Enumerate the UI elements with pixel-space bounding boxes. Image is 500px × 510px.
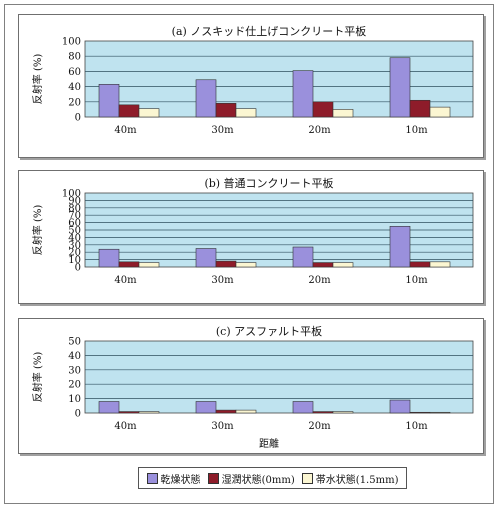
legend-swatch-dry	[146, 472, 158, 484]
bar-dry-30m	[195, 401, 217, 414]
bar-wet-40m	[118, 104, 140, 118]
x-tick-label: 10m	[405, 125, 428, 136]
bar-dry-30m	[195, 248, 217, 268]
bar-dry-30m	[195, 79, 217, 118]
bar-dry-20m	[292, 70, 314, 118]
y-tick-label: 10	[68, 255, 81, 266]
y-tick-label: 90	[68, 196, 81, 207]
x-tick-label: 10m	[405, 421, 428, 432]
bar-flooded-40m	[138, 411, 160, 414]
x-tick-label: 40m	[114, 125, 137, 136]
y-tick-label: 100	[62, 37, 81, 48]
bar-flooded-10m	[429, 261, 451, 268]
legend-label-wet: 湿潤状態(0mm)	[221, 474, 295, 486]
bar-dry-20m	[292, 401, 314, 414]
x-tick-label: 40m	[114, 275, 137, 286]
bar-wet-10m	[409, 261, 431, 268]
chart-title: (c) アスファルト平板	[216, 324, 322, 338]
bar-dry-40m	[98, 401, 120, 414]
x-tick-label: 20m	[308, 125, 331, 136]
bar-wet-30m	[215, 103, 237, 118]
y-axis-label: 反射率 (%)	[31, 54, 44, 105]
y-tick-label: 60	[68, 67, 81, 78]
y-tick-label: 30	[68, 365, 81, 376]
legend-item-wet: 湿潤状態(0mm)	[207, 471, 295, 486]
bar-flooded-10m	[429, 411, 451, 414]
bar-dry-40m	[98, 84, 120, 118]
bar-wet-20m	[312, 262, 334, 268]
bar-wet-30m	[215, 260, 237, 268]
y-tick-label: 80	[68, 52, 81, 63]
y-tick-label: 40	[68, 82, 81, 93]
bar-flooded-30m	[235, 262, 257, 268]
bar-flooded-20m	[332, 411, 354, 414]
bar-dry-20m	[292, 246, 314, 268]
y-tick-label: 0	[75, 113, 81, 124]
y-axis-label: 反射率 (%)	[31, 352, 44, 403]
chart-title: (a) ノスキッド仕上げコンクリート平板	[172, 24, 367, 38]
legend-label-flooded: 帯水状態(1.5mm)	[315, 474, 399, 486]
y-tick-label: 40	[68, 351, 81, 362]
bar-flooded-40m	[138, 262, 160, 268]
bar-dry-10m	[389, 399, 411, 414]
y-tick-label: 50	[68, 226, 81, 237]
chart-panel-c: 0 10 20 30 40 50 (c) アスファルト平板反射率 (%) 40m 30m 20m 1…	[18, 318, 484, 454]
bar-flooded-10m	[429, 106, 451, 118]
x-tick-label: 30m	[211, 275, 234, 286]
bar-flooded-20m	[332, 262, 354, 268]
legend: 乾燥状態 湿潤状態(0mm) 帯水状態(1.5mm)	[138, 467, 407, 489]
chart-panel-b: 0 10 20 30 40 50 60 70 80 90 100 (b) 普通コンクリート平板反射率 …	[18, 170, 484, 304]
legend-swatch-flooded	[301, 472, 313, 484]
chart-title: (b) 普通コンクリート平板	[204, 176, 333, 190]
x-tick-label: 20m	[308, 421, 331, 432]
y-tick-label: 10	[68, 394, 81, 405]
y-tick-label: 30	[68, 240, 81, 251]
bar-wet-30m	[215, 409, 237, 414]
y-tick-label: 70	[68, 211, 81, 222]
y-tick-label: 0	[75, 409, 81, 420]
y-tick-label: 20	[68, 248, 81, 259]
y-tick-label: 60	[68, 218, 81, 229]
x-tick-label: 20m	[308, 275, 331, 286]
y-tick-label: 20	[68, 380, 81, 391]
bar-wet-40m	[118, 411, 140, 414]
bar-flooded-30m	[235, 409, 257, 414]
legend-label-dry: 乾燥状態	[160, 474, 201, 486]
bar-wet-20m	[312, 411, 334, 414]
y-axis-label: 反射率 (%)	[31, 205, 44, 256]
bar-dry-10m	[389, 57, 411, 118]
x-axis-label: 距離	[259, 437, 279, 450]
y-tick-label: 40	[68, 233, 81, 244]
legend-swatch-wet	[207, 472, 219, 484]
bar-dry-10m	[389, 225, 411, 268]
x-tick-label: 30m	[211, 421, 234, 432]
bar-flooded-30m	[235, 108, 257, 118]
y-tick-label: 100	[62, 189, 81, 200]
x-tick-label: 30m	[211, 125, 234, 136]
y-tick-label: 0	[75, 263, 81, 274]
y-tick-label: 50	[68, 337, 81, 348]
bar-wet-40m	[118, 261, 140, 268]
bar-wet-10m	[409, 411, 431, 414]
bar-flooded-40m	[138, 108, 160, 118]
bar-wet-10m	[409, 99, 431, 118]
x-tick-label: 40m	[114, 421, 137, 432]
legend-item-dry: 乾燥状態	[146, 471, 201, 486]
legend-item-flooded: 帯水状態(1.5mm)	[301, 471, 399, 486]
y-tick-label: 20	[68, 97, 81, 108]
y-tick-label: 80	[68, 203, 81, 214]
bar-wet-20m	[312, 101, 334, 118]
chart-panel-a: 0 20 40 60 80 100 (a) ノスキッド仕上げコンクリート平板反射率 (%) 4…	[18, 14, 484, 158]
x-tick-label: 10m	[405, 275, 428, 286]
bar-flooded-20m	[332, 109, 354, 118]
plot-area	[84, 340, 474, 414]
bar-dry-40m	[98, 248, 120, 268]
